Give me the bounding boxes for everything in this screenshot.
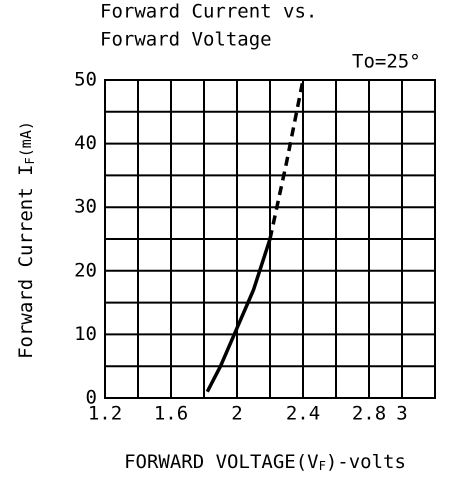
y-axis-label-unit: (mA)	[17, 121, 35, 157]
y-tick-label: 30	[74, 196, 97, 218]
y-tick-label: 10	[74, 323, 97, 345]
y-tick-label: 20	[74, 259, 97, 281]
x-tick-label: 1.6	[154, 403, 188, 425]
y-axis-label-main: Forward Current I	[15, 164, 37, 358]
chart-title: Forward Voltage	[100, 29, 272, 51]
line	[268, 79, 305, 240]
line	[205, 238, 272, 393]
x-axis-label-sub: F	[319, 459, 326, 473]
x-tick-label: 2	[231, 403, 242, 425]
x-axis-label: FORWARD VOLTAGE(VF)-volts	[124, 451, 406, 473]
plot-frame	[104, 79, 436, 399]
y-axis-label-sub: F	[23, 157, 37, 164]
x-tick-label: 2.4	[286, 403, 320, 425]
x-tick-label: 2.8	[352, 403, 386, 425]
x-tick-label: 1.2	[88, 403, 122, 425]
annotation: To=25°	[352, 51, 421, 73]
x-tick-label: 3	[396, 403, 407, 425]
x-axis-label-main: FORWARD VOLTAGE(V	[124, 451, 318, 473]
y-tick-label: 40	[74, 132, 97, 154]
y-axis-label: Forward Current IF(mA)	[15, 121, 37, 359]
y-tick-label: 50	[74, 69, 97, 91]
chart-title: Forward Current vs.	[100, 1, 317, 23]
y-tick-label: 0	[86, 387, 97, 409]
x-axis-label-unit: )-volts	[326, 451, 406, 473]
